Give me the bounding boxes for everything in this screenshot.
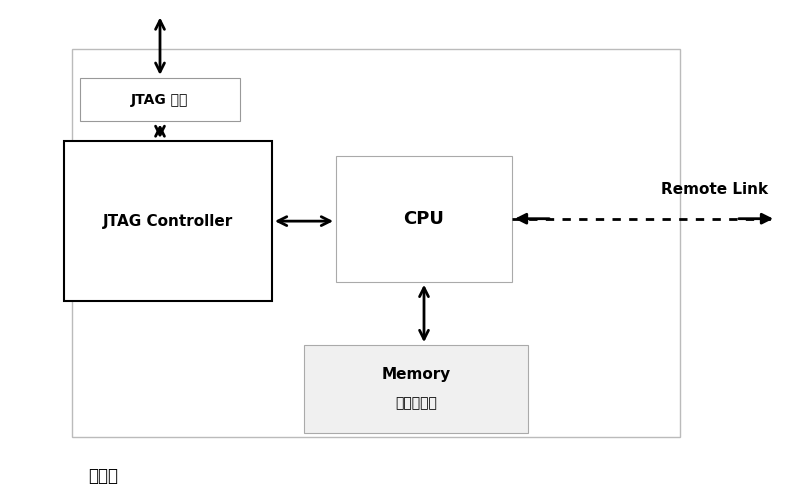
Bar	[64, 141, 272, 301]
Text: 主控板: 主控板	[88, 467, 118, 485]
Text: Remote Link: Remote Link	[661, 182, 768, 197]
Bar	[304, 345, 528, 433]
Text: （存储器）: （存储器）	[395, 397, 437, 410]
Bar	[72, 49, 680, 437]
Bar	[80, 78, 240, 122]
Text: Memory: Memory	[382, 367, 450, 382]
Text: CPU: CPU	[403, 209, 445, 228]
Text: JTAG 端口: JTAG 端口	[131, 93, 189, 106]
Bar	[336, 156, 512, 282]
Text: JTAG Controller: JTAG Controller	[103, 214, 233, 228]
